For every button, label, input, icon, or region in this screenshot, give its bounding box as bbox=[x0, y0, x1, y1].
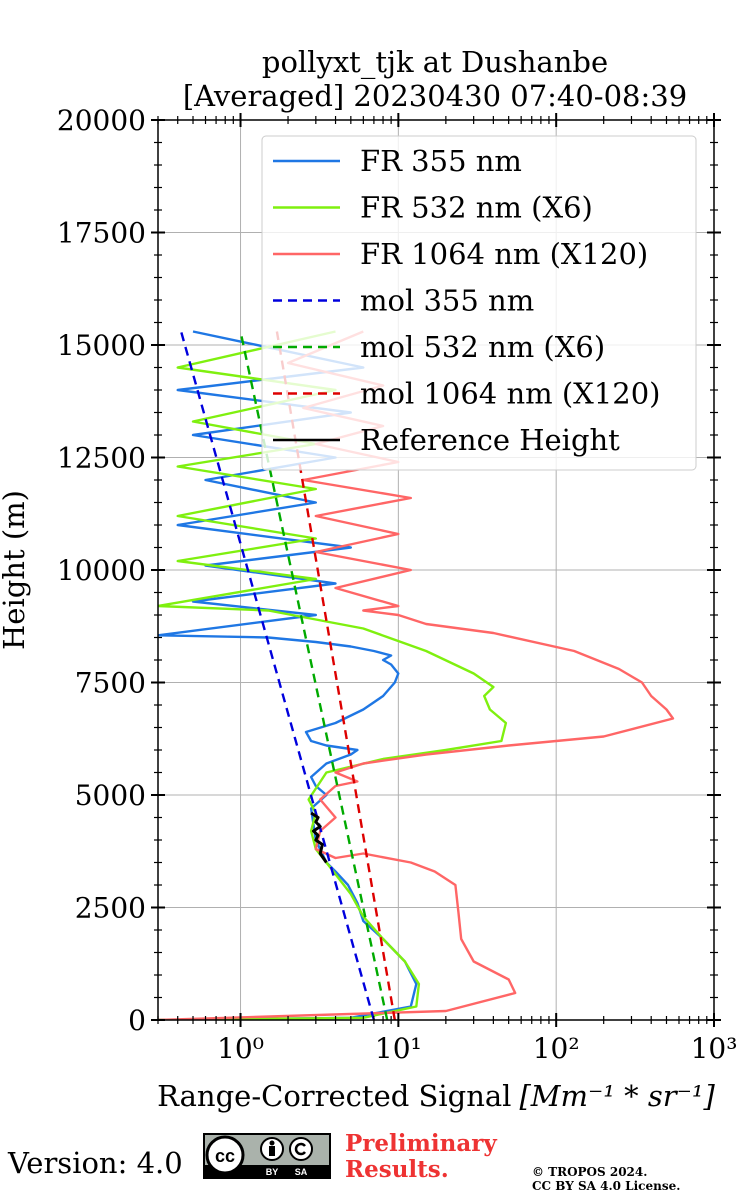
legend-label-5: mol 1064 nm (X120) bbox=[360, 377, 661, 411]
x-tick-label: 10² bbox=[533, 1032, 580, 1065]
legend-box bbox=[261, 135, 697, 471]
copyright-note: © TROPOS 2024. CC BY SA 4.0 License. bbox=[532, 1165, 680, 1193]
legend-label-2: FR 1064 nm (X120) bbox=[360, 237, 648, 271]
x-axis-label-unit: [Mm⁻¹ * sr⁻¹] bbox=[519, 1079, 715, 1113]
lidar-profile-chart: pollyxt_tjk at Dushanbe [Averaged] 20230… bbox=[0, 45, 737, 1113]
series-line-5 bbox=[275, 331, 396, 1020]
chart-subtitle: [Averaged] 20230430 07:40-08:39 bbox=[183, 79, 687, 113]
y-tick-label: 15000 bbox=[57, 329, 146, 362]
cc-logo-icon bbox=[205, 1135, 245, 1175]
y-axis-label: Height (m) bbox=[0, 490, 31, 650]
x-tick-labels: 10⁰ 10¹ 10² 10³ bbox=[217, 1032, 737, 1065]
preliminary-line-2: Results. bbox=[345, 1156, 449, 1183]
y-tick-label: 10000 bbox=[57, 554, 146, 587]
y-tick-label: 2500 bbox=[75, 892, 146, 925]
cc-logo-text: cc bbox=[215, 1146, 235, 1166]
legend-label-1: FR 532 nm (X6) bbox=[360, 191, 593, 225]
preliminary-line-1: Preliminary bbox=[345, 1130, 497, 1157]
series-line-1 bbox=[158, 330, 508, 1020]
legend-label-3: mol 355 nm bbox=[360, 284, 534, 318]
sa-share-arrow-icon bbox=[294, 1142, 306, 1156]
copyright-line-1: © TROPOS 2024. bbox=[532, 1165, 648, 1179]
axis-ticks bbox=[151, 113, 721, 1027]
series-line-6 bbox=[310, 811, 328, 864]
legend-label-0: FR 355 nm bbox=[360, 144, 522, 178]
series-line-0 bbox=[158, 330, 418, 1020]
legend-label-6: Reference Height bbox=[360, 423, 620, 457]
cc-license-badge: cc BY SA bbox=[203, 1133, 331, 1179]
y-tick-label: 7500 bbox=[75, 667, 146, 700]
legend-label-4: mol 532 nm (X6) bbox=[360, 330, 605, 364]
x-axis-label: Range-Corrected Signal [Mm⁻¹ * sr⁻¹] bbox=[157, 1079, 715, 1113]
series-line-2 bbox=[158, 330, 675, 1020]
y-tick-label: 5000 bbox=[75, 779, 146, 812]
x-tick-label: 10¹ bbox=[375, 1032, 422, 1065]
version-text: Version: 4.0 bbox=[8, 1146, 183, 1180]
chart-title: pollyxt_tjk at Dushanbe bbox=[262, 45, 608, 80]
x-tick-label: 10⁰ bbox=[217, 1032, 264, 1065]
y-tick-label: 12500 bbox=[57, 442, 146, 475]
cc-sa-text: SA bbox=[295, 1167, 308, 1177]
y-tick-labels: 0 2500 5000 7500 10000 12500 15000 17500 20000 bbox=[57, 104, 146, 1037]
sa-share-icon bbox=[289, 1137, 313, 1161]
y-tick-label: 0 bbox=[128, 1004, 146, 1037]
preliminary-results-note: Preliminary Results. bbox=[345, 1131, 497, 1183]
y-tick-label: 20000 bbox=[57, 104, 146, 137]
copyright-line-2: CC BY SA 4.0 License. bbox=[532, 1179, 681, 1193]
by-person-body-icon bbox=[269, 1146, 275, 1156]
x-axis-label-text: Range-Corrected Signal bbox=[157, 1079, 511, 1113]
x-tick-label: 10³ bbox=[691, 1032, 738, 1065]
by-person-head-icon bbox=[269, 1140, 275, 1146]
cc-by-text: BY bbox=[266, 1167, 279, 1177]
y-tick-label: 17500 bbox=[57, 217, 146, 250]
legend: FR 355 nm FR 532 nm (X6) FR 1064 nm (X120)… bbox=[261, 135, 697, 471]
